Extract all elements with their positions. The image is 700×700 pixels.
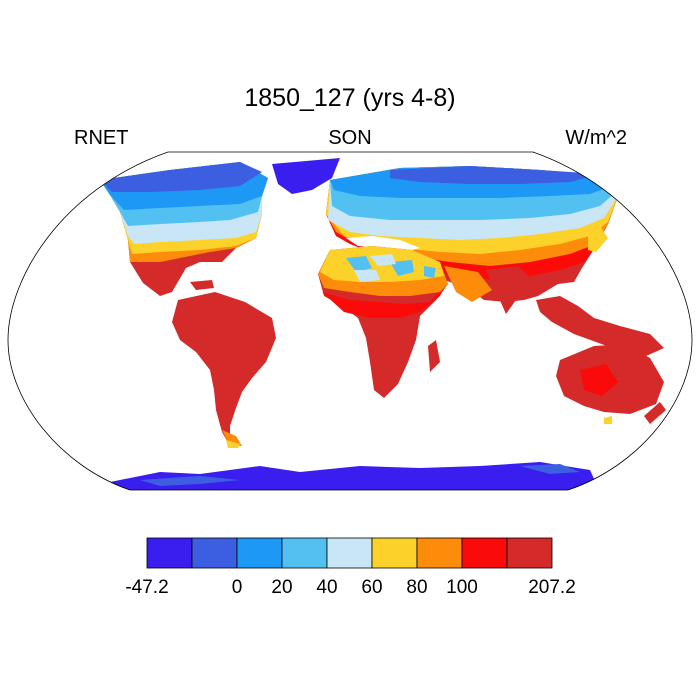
colorbar <box>146 537 553 569</box>
greenland-landmass <box>272 158 340 194</box>
japan-landmass <box>588 226 608 252</box>
map-title: 1850_127 (yrs 4-8) <box>244 84 456 112</box>
map-land <box>100 158 666 490</box>
units-label: W/m^2 <box>565 127 627 149</box>
new-zealand-landmass <box>644 402 666 424</box>
maritime-southeast-asia <box>536 296 664 356</box>
colorbar-swatch <box>461 537 508 569</box>
antarctica-landmass <box>110 462 600 490</box>
colorbar-tick-label: 40 <box>316 577 338 598</box>
south-america-landmass <box>172 292 276 448</box>
caribbean-islands <box>190 280 214 290</box>
colorbar-swatch <box>506 537 553 569</box>
tasmania-landmass <box>604 416 612 424</box>
colorbar-tick-label: 0 <box>231 577 243 598</box>
variable-label: RNET <box>74 127 129 149</box>
north-america-landmass <box>100 162 268 296</box>
arabia-landmass <box>444 266 492 302</box>
africa-landmass <box>318 246 448 398</box>
colorbar-swatch <box>326 537 373 569</box>
india-landmass <box>486 266 532 314</box>
colorbar-tick-label: -47.2 <box>125 577 169 598</box>
madagascar-landmass <box>428 340 440 372</box>
colorbar-swatch <box>281 537 328 569</box>
colorbar-tick-label: 20 <box>271 577 293 598</box>
colorbar-tick-label: 207.2 <box>528 577 576 598</box>
colorbar-tick-label: 100 <box>446 577 478 598</box>
colorbar-tick-label: 60 <box>361 577 383 598</box>
colorbar-swatch <box>146 537 193 569</box>
australia-landmass <box>556 344 664 414</box>
colorbar-swatch <box>416 537 463 569</box>
colorbar-tick-label: 80 <box>406 577 428 598</box>
colorbar-swatch <box>371 537 418 569</box>
mediterranean-sea <box>346 236 420 252</box>
season-label: SON <box>328 127 372 149</box>
colorbar-swatch <box>191 537 238 569</box>
globe-outline <box>7 151 693 491</box>
colorbar-swatch <box>236 537 283 569</box>
